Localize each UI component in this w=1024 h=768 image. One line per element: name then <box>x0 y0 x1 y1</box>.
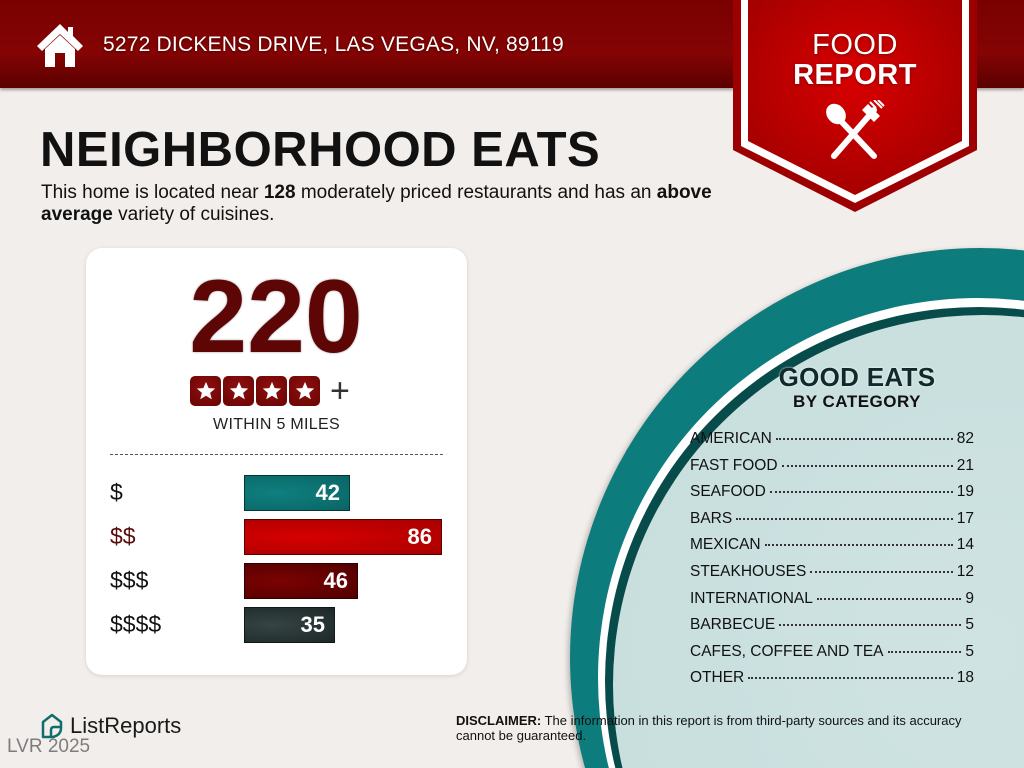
price-bar: 42 <box>244 475 350 511</box>
price-row: $$ 86 <box>110 519 450 557</box>
dot-leader <box>781 464 953 467</box>
good-eats-subtitle: BY CATEGORY <box>793 392 921 411</box>
category-count: 82 <box>956 430 974 447</box>
category-item: BARS 17 <box>690 510 974 537</box>
price-count: 35 <box>300 612 325 637</box>
category-name: AMERICAN <box>690 430 772 447</box>
watermark: LVR 2025 <box>7 736 91 757</box>
page-title: NEIGHBORHOOD EATS <box>40 123 601 177</box>
banner-line-1: FOOD <box>812 29 898 61</box>
category-count: 5 <box>965 642 974 660</box>
dot-leader <box>887 650 962 653</box>
category-count: 21 <box>956 456 974 474</box>
price-bar: 86 <box>244 519 442 555</box>
star-icon <box>289 376 320 406</box>
category-count: 14 <box>956 536 974 554</box>
divider <box>110 454 443 455</box>
price-tier-label: $$ <box>110 523 136 549</box>
category-item: FAST FOOD 21 <box>690 457 974 484</box>
star-icon <box>256 376 287 406</box>
category-count: 9 <box>965 589 974 607</box>
restaurant-count: 128 <box>263 182 296 203</box>
category-name: BARBECUE <box>690 616 776 634</box>
desc-text: moderately priced restaurants and has an <box>295 182 657 203</box>
property-address: 5272 DICKENS DRIVE, LAS VEGAS, NV, 89119 <box>103 33 564 56</box>
price-count: 86 <box>407 524 432 549</box>
category-item: AMERICAN 82 <box>690 430 974 457</box>
dot-leader <box>764 544 953 547</box>
summary-description: This home is located near 128 moderately… <box>41 182 741 226</box>
desc-text: This home is located near <box>41 182 264 203</box>
price-tier-label: $$$$ <box>110 611 162 637</box>
dot-leader <box>775 438 953 440</box>
category-item: CAFES, COFFEE AND TEA 5 <box>690 643 974 670</box>
category-name: FAST FOOD <box>690 456 778 474</box>
category-name: MEXICAN <box>690 536 761 554</box>
price-count: 42 <box>315 480 340 505</box>
dot-leader <box>816 597 962 600</box>
category-count: 18 <box>956 669 974 687</box>
category-name: OTHER <box>690 669 745 687</box>
variety-rating: above average <box>41 182 712 225</box>
category-name: INTERNATIONAL <box>690 589 813 607</box>
price-tier-label: $$$ <box>110 567 149 593</box>
price-row: $$$$ 35 <box>110 607 450 645</box>
dot-leader <box>779 624 962 627</box>
category-name: BARS <box>690 509 733 527</box>
star-rating: + <box>190 372 350 410</box>
plus-icon: + <box>330 372 350 410</box>
logo-text: ListReports <box>70 713 182 738</box>
category-count: 19 <box>956 483 974 501</box>
price-bar: 35 <box>244 607 335 643</box>
category-count: 5 <box>965 616 974 634</box>
summary-card <box>86 248 467 675</box>
category-count: 12 <box>956 562 974 580</box>
dot-leader <box>769 491 953 494</box>
disclaimer-text: The information in this report is from t… <box>456 713 962 743</box>
category-item: OTHER 18 <box>690 669 974 696</box>
total-restaurants: 220 <box>189 259 363 375</box>
disclaimer-label: DISCLAIMER: <box>456 713 542 728</box>
category-item: MEXICAN 14 <box>690 536 974 563</box>
price-tier-label: $ <box>110 479 123 505</box>
logo-icon <box>41 713 63 739</box>
category-item: STEAKHOUSES 12 <box>690 563 974 590</box>
listreports-logo: ListReports <box>40 713 181 739</box>
price-bar: 46 <box>244 563 358 599</box>
category-name: STEAKHOUSES <box>690 562 807 580</box>
dot-leader <box>748 677 953 680</box>
good-eats-title: GOOD EATS <box>778 362 936 392</box>
category-count: 17 <box>956 509 974 527</box>
category-name: CAFES, COFFEE AND TEA <box>690 642 884 660</box>
star-icon <box>190 376 221 406</box>
category-name: SEAFOOD <box>690 483 766 501</box>
category-item: SEAFOOD 19 <box>690 483 974 510</box>
radius-label: WITHIN 5 MILES <box>213 416 340 433</box>
food-report-banner <box>733 0 977 212</box>
category-item: BARBECUE 5 <box>690 616 974 643</box>
price-count: 46 <box>323 568 348 593</box>
star-icon <box>223 376 254 406</box>
dot-leader <box>810 570 953 573</box>
banner-line-2: REPORT <box>793 59 917 91</box>
price-row: $$$ 46 <box>110 563 450 601</box>
price-row: $ 42 <box>110 475 450 513</box>
desc-text: variety of cuisines. <box>112 204 275 225</box>
utensils-icon <box>826 100 885 159</box>
disclaimer: DISCLAIMER: The information in this repo… <box>456 713 996 743</box>
category-list: AMERICAN 82 FAST FOOD 21 SEAFOOD 19 BARS 17 … <box>690 430 974 696</box>
dot-leader <box>736 517 953 520</box>
category-item: INTERNATIONAL 9 <box>690 590 974 617</box>
banner-title: FOOD REPORT <box>733 30 977 90</box>
home-icon <box>37 24 83 67</box>
